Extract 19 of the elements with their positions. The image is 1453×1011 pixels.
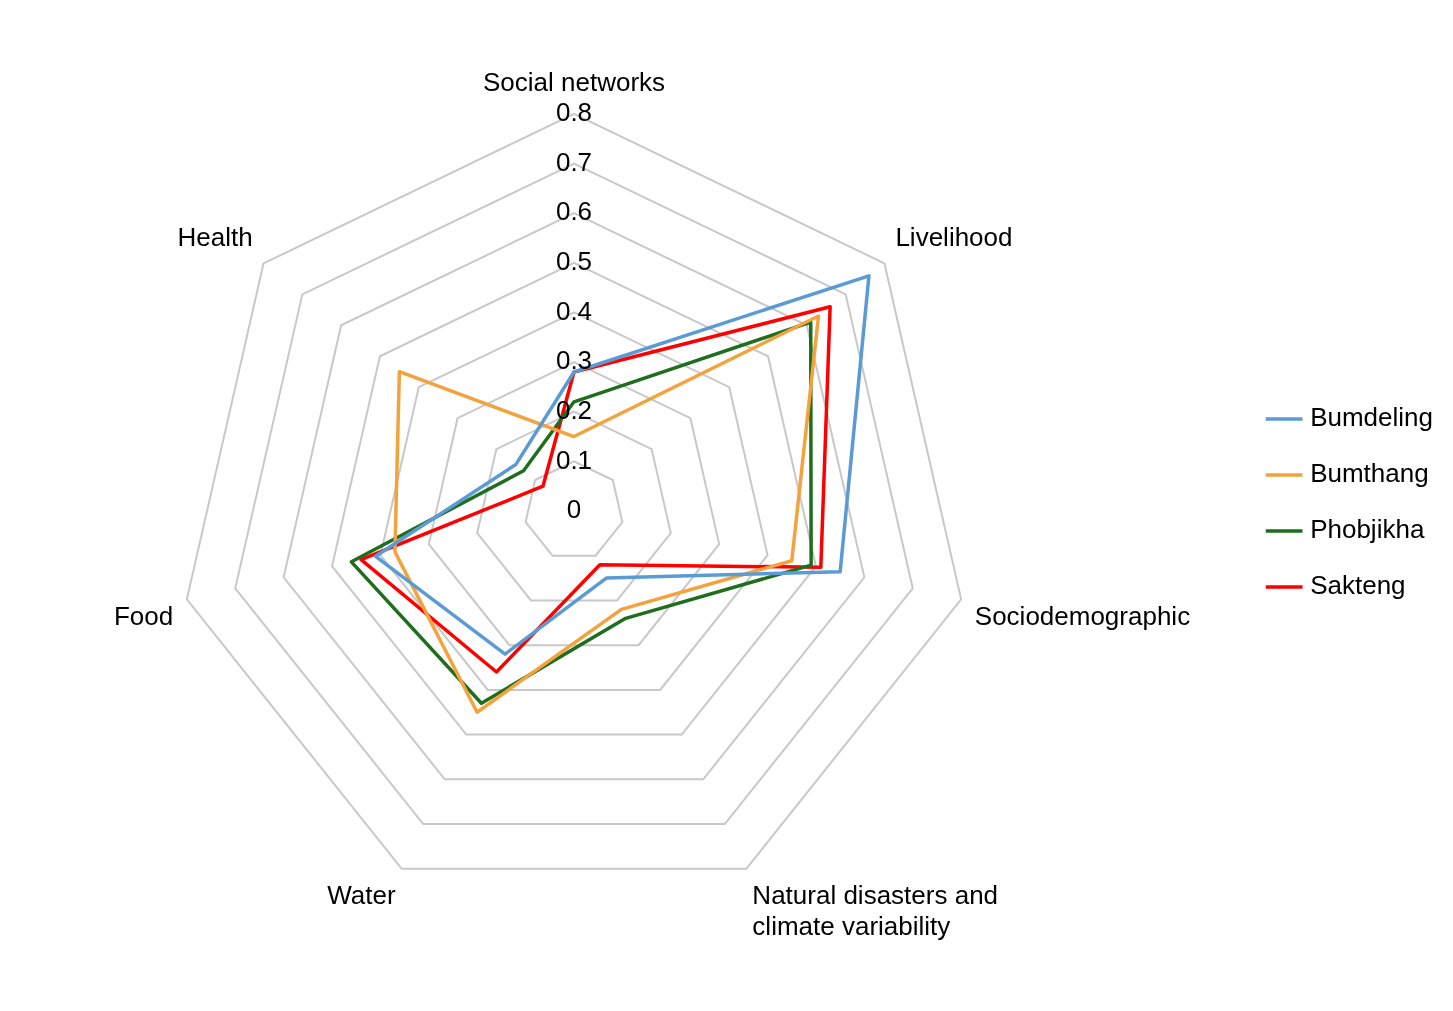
legend-label: Sakteng bbox=[1310, 570, 1406, 601]
legend-label: Bumdeling bbox=[1310, 402, 1434, 433]
spoke-label: Food bbox=[113, 601, 174, 632]
y-tick-label: 0 bbox=[566, 494, 582, 525]
y-tick-label: 0.4 bbox=[555, 295, 593, 326]
y-tick-label: 0.6 bbox=[555, 196, 593, 227]
spoke-label: Health bbox=[177, 222, 253, 253]
spoke-label: Social networks bbox=[482, 67, 666, 98]
y-tick-label: 0.8 bbox=[555, 97, 593, 128]
y-tick-label: 0.5 bbox=[555, 245, 593, 276]
spoke-label: Natural disasters and climate variability bbox=[752, 880, 999, 942]
legend-label: Bumthang bbox=[1310, 458, 1429, 489]
y-tick-label: 0.7 bbox=[555, 146, 593, 177]
y-tick-label: 0.3 bbox=[555, 345, 593, 376]
spoke-label: Water bbox=[327, 880, 396, 911]
y-tick-label: 0.1 bbox=[555, 444, 593, 475]
spoke-label: Livelihood bbox=[895, 222, 1013, 253]
legend-label: Phobjikha bbox=[1310, 514, 1425, 545]
spoke-label: Sociodemographic bbox=[974, 601, 1191, 632]
